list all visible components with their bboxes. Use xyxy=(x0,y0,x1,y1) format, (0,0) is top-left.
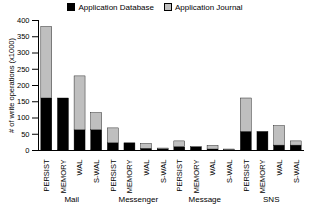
svg-text:WAL: WAL xyxy=(275,160,284,176)
svg-text:50: 50 xyxy=(21,130,29,139)
svg-text:350: 350 xyxy=(17,32,30,41)
svg-text:MEMORY: MEMORY xyxy=(192,160,201,194)
svg-text:Mail: Mail xyxy=(64,195,79,204)
svg-text:SNS: SNS xyxy=(263,195,279,204)
svg-text:100: 100 xyxy=(17,113,30,122)
svg-text:MEMORY: MEMORY xyxy=(59,160,68,194)
svg-text:Message: Message xyxy=(189,195,222,204)
svg-text:0: 0 xyxy=(25,146,29,155)
svg-text:S-WAL: S-WAL xyxy=(92,160,101,183)
svg-text:250: 250 xyxy=(17,65,30,74)
html-text:Application Database: Application Database xyxy=(78,2,154,12)
svg-text:WAL: WAL xyxy=(208,160,217,176)
svg-text:400: 400 xyxy=(17,16,30,25)
svg-text:200: 200 xyxy=(17,81,30,90)
svg-text:MEMORY: MEMORY xyxy=(258,160,267,194)
svg-text:WAL: WAL xyxy=(142,160,151,176)
svg-text:PERSIST: PERSIST xyxy=(42,159,51,192)
svg-text:300: 300 xyxy=(17,48,30,57)
html-text:Application Journal: Application Journal xyxy=(175,2,243,12)
svg-text:WAL: WAL xyxy=(75,160,84,176)
svg-text:# of write operations (x1000): # of write operations (x1000) xyxy=(7,37,16,133)
svg-text:MEMORY: MEMORY xyxy=(125,160,134,194)
svg-text:Messenger: Messenger xyxy=(118,195,158,204)
svg-text:PERSIST: PERSIST xyxy=(242,159,251,192)
svg-text:S-WAL: S-WAL xyxy=(159,160,168,183)
svg-text:S-WAL: S-WAL xyxy=(292,160,301,183)
svg-text:PERSIST: PERSIST xyxy=(175,159,184,192)
svg-text:S-WAL: S-WAL xyxy=(225,160,234,183)
svg-text:150: 150 xyxy=(17,97,30,106)
svg-text:PERSIST: PERSIST xyxy=(109,159,118,192)
